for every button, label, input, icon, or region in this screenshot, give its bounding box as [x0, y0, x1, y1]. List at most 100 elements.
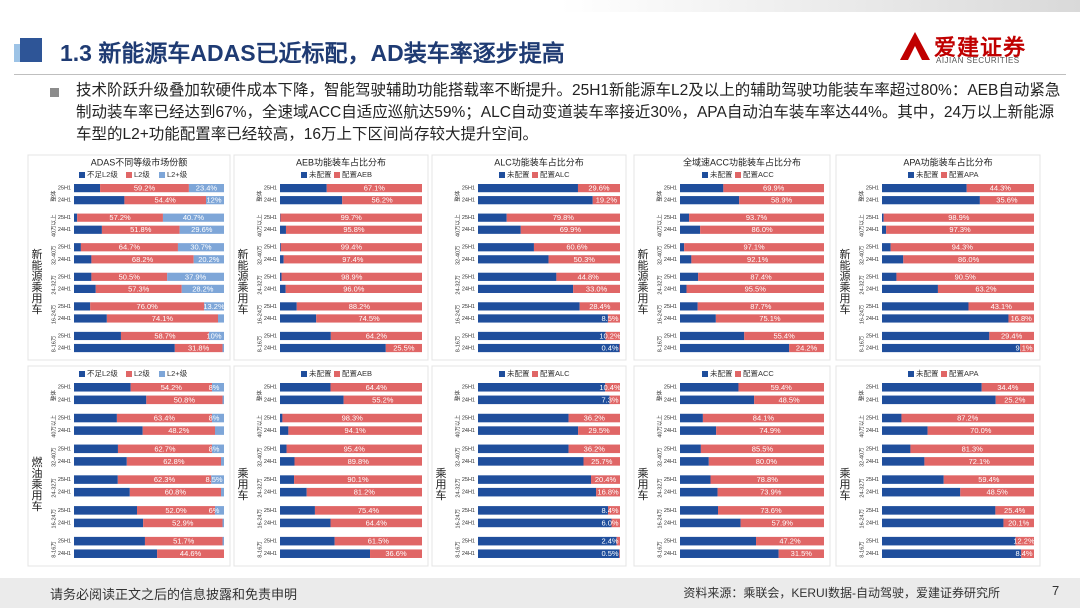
group-label: 16-24万 [656, 304, 663, 324]
bar-segment [478, 426, 579, 435]
bar-segment [280, 413, 283, 423]
bar-segment [130, 383, 212, 392]
value-label: 19.2% [596, 196, 618, 205]
value-label: 57.9% [772, 518, 794, 527]
row-label: 24H1 [866, 397, 879, 403]
row-label: 25H1 [264, 508, 277, 514]
bar-segment [283, 255, 422, 264]
row-label: 24H1 [866, 345, 879, 351]
group-label: 整体 [453, 190, 461, 202]
bar-segment [74, 413, 117, 423]
row-label: 24H1 [58, 286, 71, 292]
bar-segment [698, 272, 824, 281]
group-label: 24-32万 [454, 275, 461, 295]
bar-segment [680, 225, 701, 234]
group-label: 8-16万 [454, 335, 461, 352]
value-label: 57.2% [109, 213, 131, 222]
legend-label: 未配置 [309, 368, 332, 378]
bar-segment [882, 343, 1021, 353]
bar-segment [326, 184, 422, 193]
group-label: 40万以上 [255, 415, 263, 438]
title-accent [14, 44, 22, 62]
bar-segment [179, 225, 224, 234]
bar-segment [691, 255, 824, 264]
value-label: 6% [209, 506, 220, 515]
value-label: 50.5% [119, 272, 141, 281]
bar-segment [568, 413, 620, 423]
bar-segment [129, 487, 221, 497]
value-label: 70.0% [970, 426, 992, 435]
legend-swatch [79, 172, 85, 178]
bar-segment [126, 457, 221, 466]
bar-segment [74, 184, 101, 193]
row-label: 25H1 [462, 245, 475, 251]
bar-segment [478, 272, 557, 281]
bar-segment [882, 506, 996, 515]
bar-segment [478, 225, 521, 234]
logo-text: 爱建证券 [934, 35, 1027, 60]
row-label: 24H1 [664, 257, 677, 263]
value-label: 97.4% [342, 255, 364, 264]
bar-segment [882, 314, 1009, 323]
bar-segment [995, 506, 1034, 515]
value-label: 81.3% [962, 444, 984, 453]
row-label: 24H1 [58, 520, 71, 526]
footer-band [0, 578, 1080, 608]
bar-segment [882, 213, 884, 222]
value-label: 78.8% [757, 475, 779, 484]
bar-segment [556, 272, 620, 281]
row-label: 25H1 [264, 186, 277, 192]
row-label: 25H1 [866, 446, 879, 452]
legend-swatch [126, 371, 132, 377]
value-label: 80.0% [756, 457, 778, 466]
chart-title: ADAS不同等级市场份额 [91, 156, 188, 167]
value-label: 52.9% [172, 518, 194, 527]
group-label: 整体 [857, 390, 865, 402]
group-label: 32-40万 [858, 447, 865, 467]
value-label: 44.6% [180, 549, 202, 558]
bar-segment [882, 302, 969, 311]
group-label: 32-40万 [50, 245, 57, 265]
group-label: 16-24万 [858, 508, 865, 528]
bar-segment [316, 314, 422, 323]
legend-swatch [735, 371, 741, 377]
value-label: 98.9% [341, 272, 363, 281]
bar-segment [95, 284, 182, 293]
value-label: 10% [206, 331, 221, 340]
bar-segment [137, 506, 215, 515]
value-label: 48.5% [778, 395, 800, 404]
row-label: 24H1 [462, 520, 475, 526]
bar-segment [181, 284, 224, 293]
bar-segment [117, 475, 212, 484]
row-label: 24H1 [58, 428, 71, 434]
bar-segment [896, 272, 1034, 281]
bar-segment [995, 395, 1034, 405]
bar-segment [979, 196, 1034, 205]
row-label: 25H1 [664, 385, 677, 391]
row-label: 24H1 [58, 257, 71, 263]
bar-segment [280, 487, 307, 497]
bar-segment [744, 331, 824, 341]
value-label: 36.6% [385, 549, 407, 558]
bar-segment [478, 475, 592, 484]
legend-label: 未配置 [309, 169, 332, 179]
legend-swatch [334, 172, 340, 178]
bar-segment [280, 518, 331, 528]
row-label: 25H1 [462, 274, 475, 280]
side-label: 新能源乘用车 [636, 247, 649, 315]
bar-segment [738, 383, 824, 392]
side-label: 乘用车 [236, 467, 249, 501]
legend-swatch [301, 172, 307, 178]
legend-label: L2级 [134, 169, 150, 179]
bar-segment [74, 213, 78, 222]
row-label: 25H1 [866, 274, 879, 280]
row-label: 25H1 [264, 304, 277, 310]
value-label: 54.4% [155, 196, 177, 205]
bullet-text: 技术阶跃升级叠加软硬件成本下降，智能驾驶辅助功能搭载率不断提升。25H1新能源车… [76, 82, 1061, 143]
row-label: 25H1 [58, 245, 71, 251]
value-label: 29.4% [1001, 331, 1023, 340]
bar-segment [506, 213, 620, 222]
row-label: 25H1 [58, 186, 71, 192]
bar-segment [143, 518, 223, 528]
bar-segment [294, 475, 422, 484]
